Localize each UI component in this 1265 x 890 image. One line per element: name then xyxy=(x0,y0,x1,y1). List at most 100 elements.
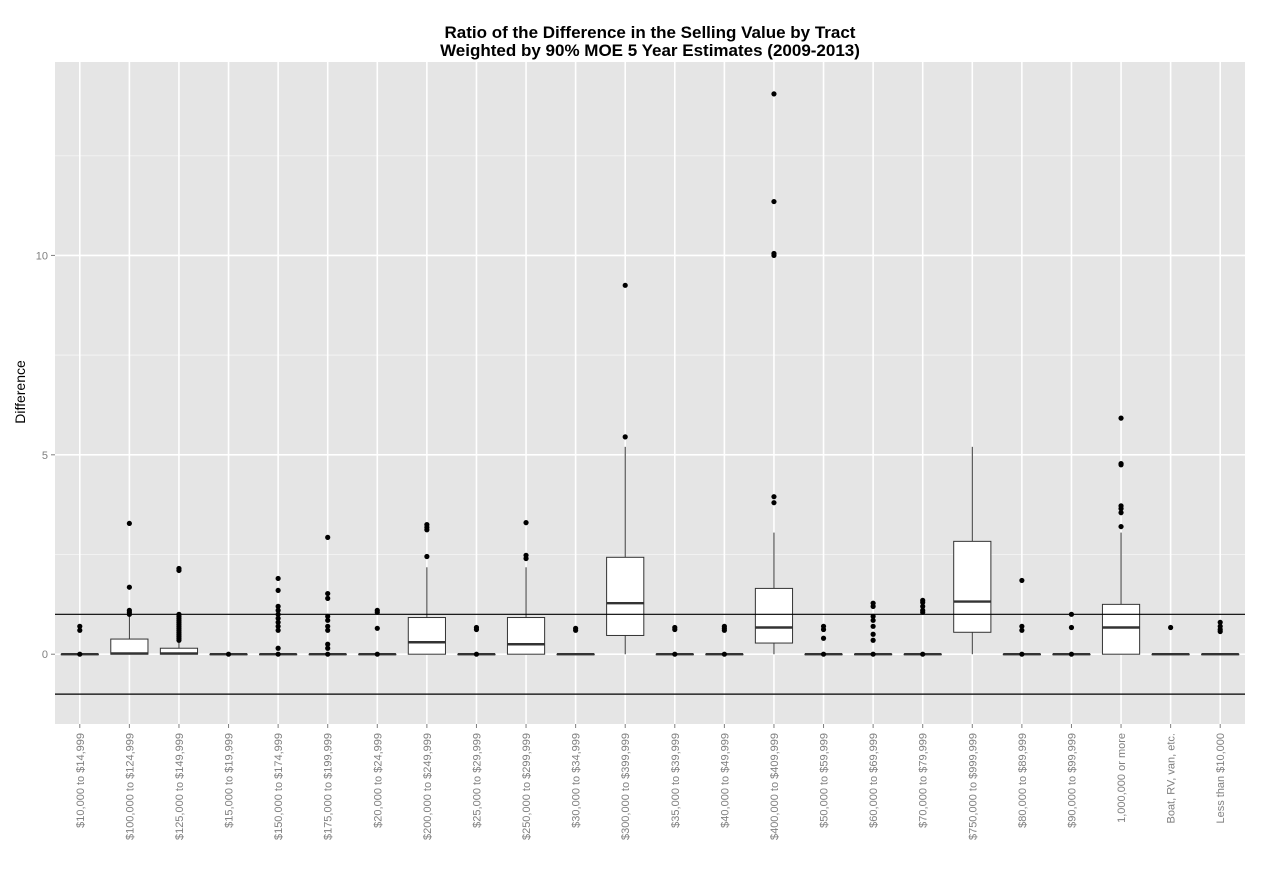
x-tick-label: $70,000 to $79,999 xyxy=(918,733,930,828)
outlier-point xyxy=(77,627,83,633)
outlier-point xyxy=(275,651,281,657)
chart-subtitle: Weighted by 90% MOE 5 Year Estimates (20… xyxy=(440,41,860,60)
box-group xyxy=(358,607,397,657)
box-group xyxy=(259,575,298,657)
box-group xyxy=(1002,577,1041,657)
outlier-point xyxy=(1019,627,1025,633)
outlier-point xyxy=(820,635,827,641)
box-group xyxy=(1101,415,1141,655)
x-tick-label: 1,000,000 or more xyxy=(1116,733,1128,823)
outlier-point xyxy=(771,198,777,205)
outlier-point xyxy=(176,637,182,643)
outlier-point xyxy=(374,625,380,631)
x-tick-label: $150,000 to $174,999 xyxy=(273,733,285,840)
outlier-point xyxy=(1168,624,1174,631)
outlier-point xyxy=(325,595,331,601)
outlier-point xyxy=(1068,624,1075,631)
outlier-point xyxy=(920,651,926,657)
x-tick-label: $90,000 to $99,999 xyxy=(1066,733,1078,828)
outlier-point xyxy=(771,494,777,500)
x-tick-label: $250,000 to $299,999 xyxy=(521,733,533,840)
outlier-point xyxy=(1217,619,1223,625)
outlier-point xyxy=(325,613,331,619)
box-group xyxy=(1052,611,1091,657)
y-axis-label: Difference xyxy=(12,360,28,424)
outlier-point xyxy=(126,584,132,590)
outlier-point xyxy=(275,623,281,629)
x-tick-label: $100,000 to $124,999 xyxy=(124,733,136,840)
x-tick-label: $400,000 to $409,999 xyxy=(769,733,781,840)
outlier-point xyxy=(820,626,827,633)
box-group xyxy=(903,597,942,657)
reference-lines xyxy=(55,613,1245,695)
x-tick-label: $80,000 to $89,999 xyxy=(1017,733,1029,828)
box-group xyxy=(60,623,99,657)
box-group xyxy=(209,651,248,657)
x-tick-label: $300,000 to $399,999 xyxy=(620,733,632,840)
box-body xyxy=(407,617,446,655)
box-body xyxy=(110,638,149,655)
outlier-point xyxy=(275,575,281,582)
outlier-point xyxy=(1019,651,1025,657)
box-group xyxy=(953,446,992,655)
box-group xyxy=(506,520,546,655)
outlier-point xyxy=(920,609,926,615)
outlier-point xyxy=(1118,462,1124,468)
box-group xyxy=(1201,619,1240,656)
outlier-point xyxy=(77,623,83,629)
box-body xyxy=(506,617,546,655)
x-tick-label: $125,000 to $149,999 xyxy=(174,733,186,840)
outlier-point xyxy=(870,651,876,657)
outlier-point xyxy=(622,282,628,288)
box-group xyxy=(457,624,496,657)
x-tick-label: $50,000 to $59,999 xyxy=(819,733,831,828)
box-group xyxy=(407,522,446,655)
outlier-point xyxy=(870,631,876,637)
outlier-point xyxy=(374,651,380,657)
box-group xyxy=(754,91,794,655)
outlier-point xyxy=(721,627,727,633)
y-ticks: 0 5 10 xyxy=(36,250,55,661)
x-tick-label: $10,000 to $14,999 xyxy=(75,733,87,828)
box-body xyxy=(606,556,645,636)
outlier-point xyxy=(1118,523,1124,530)
outlier-point xyxy=(771,91,777,97)
outlier-point xyxy=(870,623,876,629)
outlier-point xyxy=(870,637,876,643)
outlier-point xyxy=(473,626,480,633)
y-tick-label: 5 xyxy=(42,450,48,462)
outlier-point xyxy=(1068,651,1075,657)
boxes-layer xyxy=(60,91,1240,657)
box-group xyxy=(1151,624,1190,656)
outlier-point xyxy=(920,599,926,605)
outlier-point xyxy=(126,520,132,527)
outlier-point xyxy=(672,626,678,633)
outlier-point xyxy=(424,553,430,560)
outlier-point xyxy=(325,590,331,597)
outlier-point xyxy=(374,609,380,615)
box-group xyxy=(110,520,149,655)
outlier-point xyxy=(672,651,678,657)
outlier-point xyxy=(771,500,777,506)
outlier-point xyxy=(1217,628,1223,635)
x-ticks: $10,000 to $14,999 $100,000 to $124,999 $1… xyxy=(75,724,1227,840)
x-tick-label: $15,000 to $19,999 xyxy=(224,733,236,828)
outlier-point xyxy=(176,567,182,574)
outlier-point xyxy=(870,617,876,623)
outlier-point xyxy=(275,627,281,633)
outlier-point xyxy=(275,607,281,613)
outlier-point xyxy=(275,645,281,651)
outlier-point xyxy=(820,651,827,657)
outlier-point xyxy=(573,627,579,633)
box-group xyxy=(854,600,893,657)
outlier-point xyxy=(523,520,529,526)
outlier-point xyxy=(870,613,876,619)
outlier-point xyxy=(1118,506,1124,512)
box-group xyxy=(606,282,645,655)
outlier-point xyxy=(771,252,777,259)
outlier-point xyxy=(77,651,83,657)
x-tick-label: $30,000 to $34,999 xyxy=(571,733,583,828)
outlier-point xyxy=(325,641,331,647)
outlier-point xyxy=(325,534,331,540)
